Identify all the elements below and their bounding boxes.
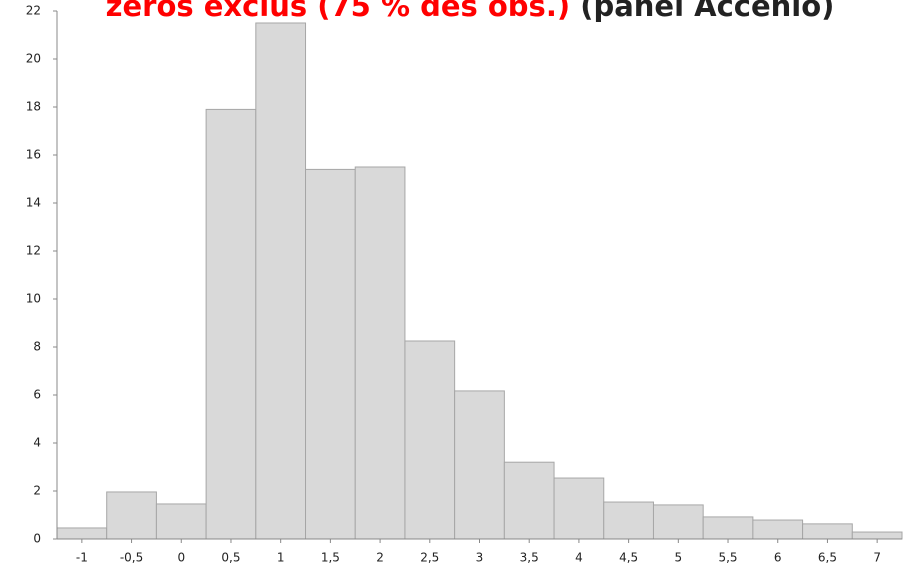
y-tick-label: 0 [33, 532, 41, 546]
x-tick-label: 2 [376, 551, 384, 565]
x-tick-label: 6,5 [818, 551, 837, 565]
bar [255, 22, 307, 540]
y-tick-label: 20 [26, 52, 41, 66]
y-tick-label: 6 [33, 388, 41, 402]
bar [851, 531, 903, 540]
y-tick-label: 22 [26, 4, 41, 18]
x-tick-label: 1,5 [321, 551, 340, 565]
y-tick-label: 14 [26, 196, 41, 210]
y-tick-label: 18 [26, 100, 41, 114]
x-tick-label: 0,5 [221, 551, 240, 565]
x-tick-label: 5 [675, 551, 683, 565]
y-tick-label: 8 [33, 340, 41, 354]
x-tick-label: 0 [177, 551, 185, 565]
x-tick-label: 4 [575, 551, 583, 565]
chart-title: zéros exclus (75 % des obs.) (panel Acce… [106, 0, 835, 23]
x-tick-label: -1 [76, 551, 88, 565]
bar [354, 166, 406, 540]
bar [404, 340, 456, 540]
x-tick-label: -0,5 [120, 551, 143, 565]
x-tick-label: 6 [774, 551, 782, 565]
bar [603, 501, 654, 540]
x-tick-label: 7 [873, 551, 881, 565]
x-tick-label: 2,5 [420, 551, 439, 565]
title-red: zéros exclus (75 % des obs.) [106, 0, 571, 23]
bar [702, 516, 754, 540]
y-tick-label: 16 [26, 148, 41, 162]
x-tick-label: 5,5 [718, 551, 737, 565]
x-tick-label: 4,5 [619, 551, 638, 565]
x-tick-label: 3 [476, 551, 484, 565]
title-black: (panel Accenio) [580, 0, 834, 23]
bar [752, 519, 804, 540]
bar [305, 168, 356, 540]
bar [652, 504, 704, 540]
x-tick-label: 3,5 [520, 551, 539, 565]
bar [553, 477, 605, 540]
bar [802, 523, 853, 540]
bar [56, 527, 108, 540]
bar [454, 390, 505, 540]
bar [503, 461, 555, 540]
bar [205, 108, 257, 540]
bar [155, 503, 207, 540]
x-tick-label: 1 [277, 551, 285, 565]
y-tick-label: 10 [26, 292, 41, 306]
bar [106, 491, 157, 540]
y-tick-label: 12 [26, 244, 41, 258]
y-tick-label: 2 [33, 484, 41, 498]
y-tick-label: 4 [33, 436, 41, 450]
